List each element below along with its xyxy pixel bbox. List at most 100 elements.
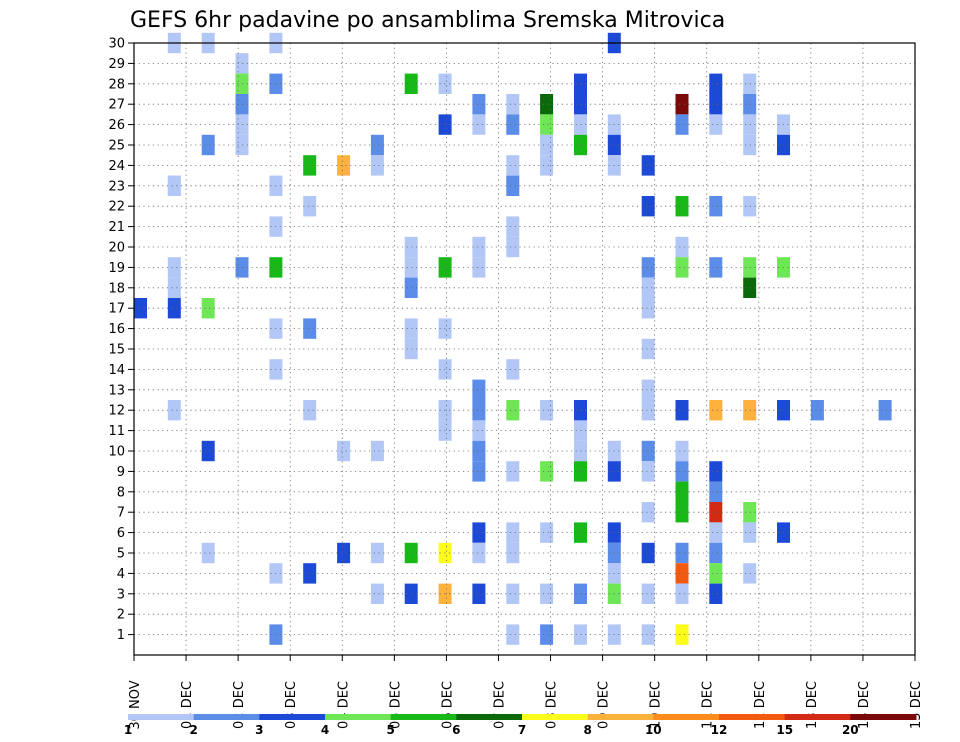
x-tick-label: 12 DEC xyxy=(753,681,768,729)
heatmap-cell xyxy=(878,400,892,421)
heatmap-cell xyxy=(641,155,655,176)
heatmap-cell xyxy=(709,94,723,115)
y-tick-label: 20 xyxy=(108,241,125,256)
y-tick-label: 26 xyxy=(108,118,125,133)
heatmap-cell xyxy=(709,196,723,217)
heatmap-cell xyxy=(641,298,655,319)
colorbar-label: 7 xyxy=(518,723,526,737)
heatmap-cell xyxy=(506,359,520,380)
heatmap-cell xyxy=(472,542,486,564)
colorbar-segment xyxy=(456,714,523,720)
axis-ticks xyxy=(128,42,916,661)
heatmap-cell xyxy=(675,94,689,115)
heatmap-cell xyxy=(709,400,723,421)
heatmap-cell xyxy=(540,583,554,604)
heatmap-cell xyxy=(404,583,418,604)
x-tick-label: 15 DEC xyxy=(909,681,924,729)
heatmap-cell xyxy=(641,461,655,482)
colorbar-segment xyxy=(128,714,195,720)
heatmap-cell xyxy=(540,94,554,115)
colorbar-label: 10 xyxy=(645,723,662,737)
heatmap-cell xyxy=(641,196,655,217)
heatmap-cell xyxy=(404,338,418,360)
heatmap-cell xyxy=(641,379,655,400)
y-tick-label: 24 xyxy=(108,159,125,174)
heatmap-cell xyxy=(540,114,554,135)
heatmap-cell xyxy=(506,114,520,135)
heatmap-cell xyxy=(235,257,249,278)
heatmap-cell xyxy=(506,175,520,196)
colorbar-segment xyxy=(587,714,654,720)
heatmap-cell xyxy=(201,134,215,156)
y-tick-label: 7 xyxy=(117,506,125,521)
x-tick-label: 07 DEC xyxy=(492,681,507,729)
colorbar-label: 3 xyxy=(255,723,263,737)
heatmap-cell xyxy=(303,563,317,584)
y-tick-label: 25 xyxy=(108,139,125,154)
heatmap-cell xyxy=(134,298,147,319)
heatmap-cell xyxy=(675,502,689,523)
heatmap-cell xyxy=(472,379,486,400)
x-tick-label: 14 DEC xyxy=(857,681,872,729)
x-tick-label: 06 DEC xyxy=(440,681,455,729)
heatmap-cell xyxy=(675,624,689,645)
heatmap-cell xyxy=(709,114,723,135)
heatmap-cell xyxy=(709,502,723,523)
heatmap-cell xyxy=(337,440,351,462)
colorbar-label: 2 xyxy=(190,723,198,737)
y-tick-label: 8 xyxy=(117,485,125,500)
y-tick-label: 11 xyxy=(108,424,125,439)
colorbar-segment xyxy=(850,714,917,720)
heatmap-cell xyxy=(303,196,317,217)
heatmap-cell xyxy=(235,73,249,94)
colorbar-label: 5 xyxy=(387,723,395,737)
colorbar-segment xyxy=(784,714,851,720)
heatmap-cell xyxy=(235,134,249,156)
heatmap-cell xyxy=(201,440,215,462)
heatmap-cell xyxy=(404,318,418,339)
heatmap-cell xyxy=(540,522,554,543)
heatmap-cell xyxy=(810,400,824,421)
y-tick-label: 4 xyxy=(117,567,125,582)
heatmap-cell xyxy=(167,277,181,298)
heatmap-cell xyxy=(641,624,655,645)
y-tick-label: 1 xyxy=(117,628,125,643)
heatmap-cell xyxy=(472,257,486,278)
y-tick-label: 29 xyxy=(108,57,125,72)
heatmap-cell xyxy=(472,583,486,604)
heatmap-cell xyxy=(675,400,689,421)
heatmap-cell xyxy=(472,522,486,543)
colorbar-label: 8 xyxy=(584,723,592,737)
colorbar-segment xyxy=(653,714,720,720)
heatmap-cell xyxy=(540,461,554,482)
colorbar-segment xyxy=(193,714,260,720)
heatmap-cell xyxy=(235,53,249,74)
heatmap-cell xyxy=(675,236,689,258)
colorbar xyxy=(128,714,917,720)
x-tick-label: 08 DEC xyxy=(545,681,560,729)
heatmap-cell xyxy=(641,338,655,360)
heatmap-cell xyxy=(506,624,520,645)
x-tick-label: 11 DEC xyxy=(701,681,716,729)
heatmap-cell xyxy=(506,400,520,421)
x-tick-label: 13 DEC xyxy=(805,681,820,729)
heatmap-cell xyxy=(709,583,723,604)
y-tick-label: 18 xyxy=(108,281,125,296)
y-tick-label: 3 xyxy=(117,587,125,602)
heatmap-cell xyxy=(167,400,181,421)
heatmap-cell xyxy=(167,298,181,319)
colorbar-segment xyxy=(522,714,589,720)
heatmap-cell xyxy=(370,134,384,156)
heatmap-cell xyxy=(675,542,689,564)
colorbar-label: 6 xyxy=(452,723,460,737)
heatmap-cell xyxy=(641,542,655,564)
heatmap-cell xyxy=(370,542,384,564)
heatmap-cell xyxy=(370,440,384,462)
heatmap-cell xyxy=(167,257,181,278)
heatmap-cell xyxy=(370,583,384,604)
heatmap-cell xyxy=(404,542,418,564)
heatmap-cell xyxy=(404,257,418,278)
colorbar-label: 4 xyxy=(321,723,329,737)
heatmap-cell xyxy=(506,236,520,258)
heatmap-cell xyxy=(540,155,554,176)
